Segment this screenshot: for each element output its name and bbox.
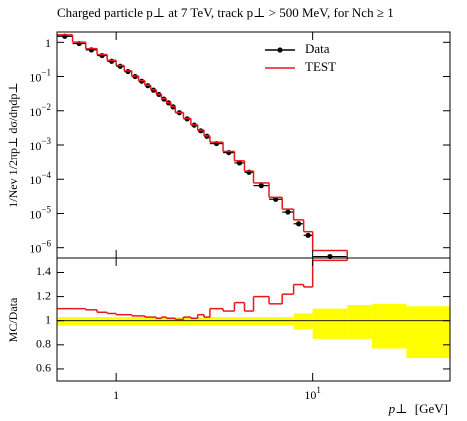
uncertainty-band	[57, 317, 294, 326]
legend-label: TEST	[305, 59, 336, 74]
x-tick-label-base: 10	[304, 388, 316, 402]
y-tick-label: 1	[45, 36, 51, 50]
y-tick-label-base: 10	[29, 207, 41, 221]
data-point	[296, 221, 302, 227]
y-tick-label-base: 10	[29, 173, 41, 187]
x-tick-label: 101	[304, 385, 321, 402]
plot-frame	[56, 257, 451, 382]
legend-label: Data	[305, 41, 330, 56]
data-point	[236, 160, 243, 166]
x-axis-unit: [GeV]	[415, 401, 448, 416]
y-tick-label: 10−2	[29, 102, 51, 119]
y-tick-label-exponent: −6	[41, 239, 51, 249]
x-axis-label: p⊥	[388, 401, 408, 416]
x-tick-label-exponent: 1	[316, 385, 321, 395]
y-tick-label-exponent: −4	[41, 170, 51, 180]
uncertainty-band	[371, 303, 407, 349]
ratio-y-axis-label: MC/Data	[6, 297, 20, 342]
plot-frame	[56, 31, 451, 259]
y-tick-label-exponent: −3	[41, 136, 51, 146]
data-point	[99, 52, 105, 59]
y-tick-label: 10−5	[29, 205, 51, 222]
y-tick-label: 0.8	[36, 337, 51, 351]
data-point	[258, 183, 264, 189]
y-tick-label-base: 10	[29, 139, 41, 153]
uncertainty-band	[293, 313, 313, 330]
y-tick-label-base: 10	[29, 105, 41, 119]
x-tick-label: 1	[113, 388, 119, 402]
chart-title: Charged particle p⊥ at 7 TeV, track p⊥ >…	[57, 5, 394, 20]
y-tick-label: 10−3	[29, 136, 51, 153]
y-tick-label-base: 10	[29, 70, 41, 84]
uncertainty-band	[312, 308, 348, 339]
y-tick-label: 1	[45, 312, 51, 326]
uncertainty-band	[347, 305, 372, 339]
y-axis-label: 1/Nev 1/2πp⊥ dσ/dηdp⊥	[6, 82, 20, 207]
y-tick-label: 1.4	[36, 264, 51, 278]
y-tick-label-base: 10	[29, 241, 41, 255]
y-tick-label: 0.6	[36, 361, 51, 375]
y-tick-label: 10−6	[29, 239, 51, 256]
data-point	[285, 209, 291, 215]
y-tick-label: 10−4	[29, 170, 51, 187]
y-tick-label-exponent: −5	[41, 205, 51, 215]
y-tick-label: 10−1	[29, 68, 51, 85]
y-tick-label-exponent: −2	[41, 102, 51, 112]
uncertainty-band	[406, 306, 450, 359]
data-point	[305, 232, 311, 238]
legend-marker	[277, 47, 283, 53]
y-tick-label-exponent: −1	[41, 68, 51, 78]
data-point	[109, 58, 115, 64]
y-tick-label: 1.2	[36, 288, 51, 302]
